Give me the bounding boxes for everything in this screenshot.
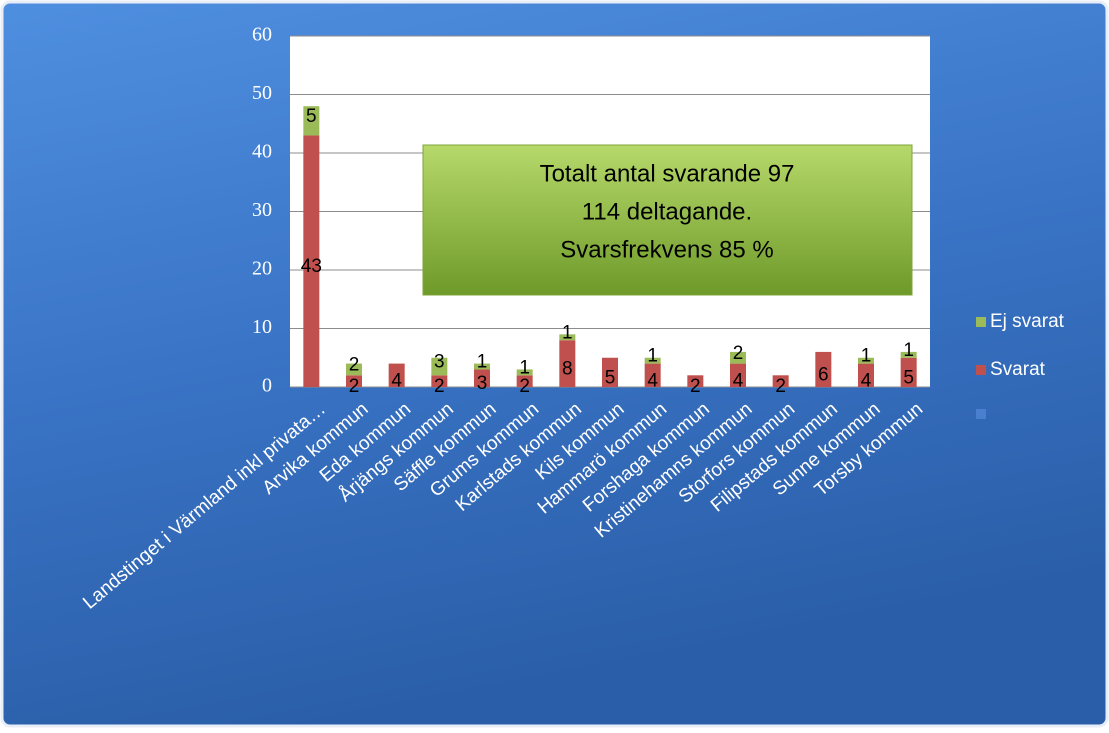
data-label: 8 [562,359,573,380]
data-label: 2 [519,376,530,397]
data-label: 4 [861,370,872,391]
data-label: 1 [903,340,914,361]
data-label: 4 [647,370,658,391]
bar-segment [644,363,661,387]
data-label: 2 [349,376,360,397]
y-tick-label: 20 [252,258,272,280]
bar-segment [474,363,490,370]
data-label: 1 [477,352,488,373]
data-label: 5 [903,367,914,388]
data-label: 1 [519,357,530,378]
legend-swatch [976,409,986,419]
bar-segment [644,357,661,364]
bar-segment [431,375,448,387]
bar-segment [303,106,320,136]
data-label: 1 [647,346,658,367]
bar-segment [559,340,576,387]
data-label: 3 [434,352,445,373]
bar-segment [858,363,874,387]
bar-segment [687,375,704,387]
bar-segment [602,357,618,387]
annotation-box [422,144,913,296]
data-label: 2 [733,343,744,364]
data-label: 1 [861,346,872,367]
data-label: 3 [477,373,488,394]
annotation-text: 114 deltagande. [582,198,752,225]
legend-label: Ej svarat [990,311,1065,332]
annotation-text: Totalt antal svarande 97 [540,160,795,187]
data-label: 1 [562,322,573,343]
legend-swatch [976,365,986,375]
y-tick-label: 0 [262,375,272,397]
data-label: 4 [391,370,402,391]
y-tick-label: 10 [252,316,272,338]
bar-segment [346,363,362,376]
bar-segment [772,375,789,387]
bar-segment [303,135,320,387]
data-label: 5 [306,106,317,127]
data-label: 4 [733,370,744,391]
data-label: 2 [690,376,701,397]
data-label: 2 [775,376,786,397]
bar-segment [516,375,533,387]
data-label: 2 [434,376,445,397]
data-label: 5 [605,367,616,388]
data-label: 43 [301,256,322,277]
bar-segment [730,351,746,364]
bar-segment [858,357,874,364]
bar-segment [431,357,448,376]
y-tick-label: 60 [252,24,272,46]
bar-segment [388,363,405,387]
bar-segment [900,351,917,358]
bar-segment [900,357,917,387]
data-label: 6 [818,364,829,385]
y-tick-label: 40 [252,141,272,163]
y-tick-label: 30 [252,199,272,221]
bar-segment [559,334,576,341]
bar-segment [474,369,490,387]
bar-segment [730,363,746,387]
bar-segment [815,351,832,387]
annotation-text: Svarsfrekvens 85 % [560,236,773,263]
y-tick-label: 50 [252,82,272,104]
legend-swatch [976,317,986,327]
data-label: 2 [349,354,360,375]
bar-segment [516,369,533,376]
legend-label: Svarat [990,359,1046,380]
bar-segment [346,375,362,387]
